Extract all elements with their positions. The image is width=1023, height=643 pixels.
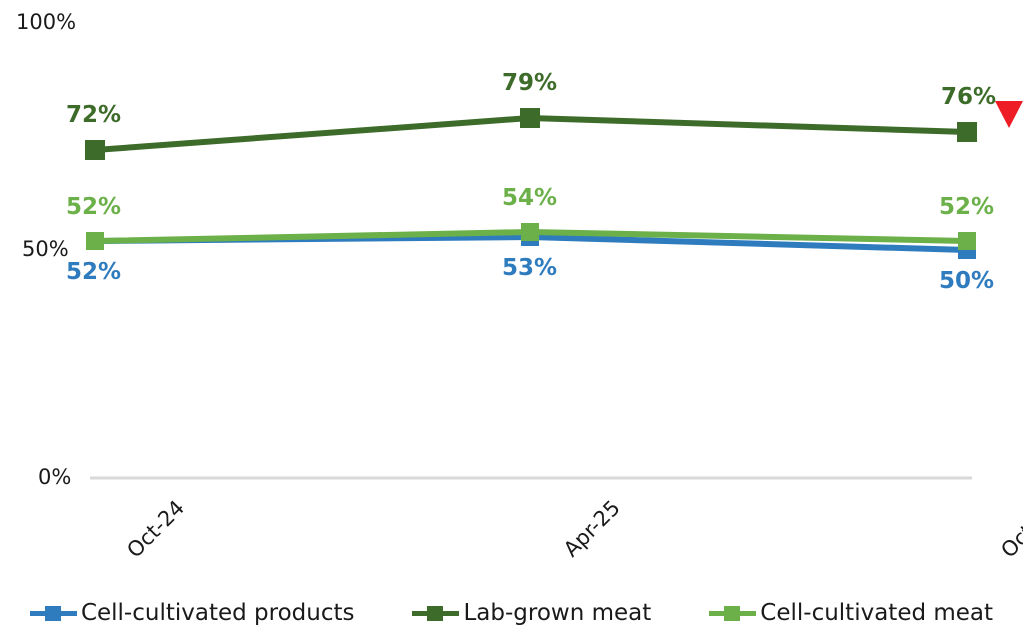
legend-label-lab-grown-meat: Lab-grown meat: [463, 599, 652, 626]
series-marker-lab-grown-meat-oct25: [957, 122, 977, 142]
data-label-cell-cultivated-products-oct24: 52%: [66, 259, 122, 285]
legend-label-cell-cultivated-products: Cell-cultivated products: [80, 599, 355, 626]
line-square-marker-icon: [709, 602, 757, 624]
data-label-cell-cultivated-meat-oct24: 52%: [66, 194, 122, 220]
legend-label-cell-cultivated-meat: Cell-cultivated meat: [760, 599, 994, 626]
series-marker-lab-grown-meat-apr25: [520, 108, 540, 128]
y-axis-tick-50: 50%: [22, 237, 69, 261]
data-label-cell-cultivated-products-apr25: 53%: [502, 255, 558, 281]
data-label-lab-grown-meat-oct25: 76%: [941, 84, 997, 110]
data-label-lab-grown-meat-apr25: 79%: [502, 70, 558, 96]
legend-item-cell-cultivated-meat[interactable]: Cell-cultivated meat: [709, 599, 994, 626]
series-marker-cell-cultivated-meat-oct25: [958, 232, 976, 250]
plot-area: 100% 50% 0% 72% 79% 76% 52% 54% 52% 52% …: [16, 10, 1023, 562]
data-label-cell-cultivated-meat-oct25: 52%: [939, 194, 995, 220]
legend-item-cell-cultivated-products[interactable]: Cell-cultivated products: [29, 599, 355, 626]
data-label-lab-grown-meat-oct24: 72%: [66, 102, 122, 128]
data-label-cell-cultivated-products-oct25: 50%: [939, 268, 995, 294]
down-triangle-icon: [995, 101, 1023, 128]
line-square-marker-icon: [29, 602, 77, 624]
y-axis-tick-100: 100%: [16, 10, 77, 34]
data-label-cell-cultivated-meat-apr25: 54%: [502, 185, 558, 211]
chart-legend: Cell-cultivated products Lab-grown meat …: [0, 583, 1023, 643]
line-square-marker-icon: [412, 602, 460, 624]
legend-item-lab-grown-meat[interactable]: Lab-grown meat: [412, 599, 652, 626]
series-canvas: [85, 101, 1023, 480]
y-axis-tick-0: 0%: [38, 465, 72, 489]
series-marker-cell-cultivated-meat-apr25: [521, 223, 539, 241]
series-marker-cell-cultivated-meat-oct24: [86, 232, 104, 250]
series-marker-lab-grown-meat-oct24: [85, 140, 105, 160]
